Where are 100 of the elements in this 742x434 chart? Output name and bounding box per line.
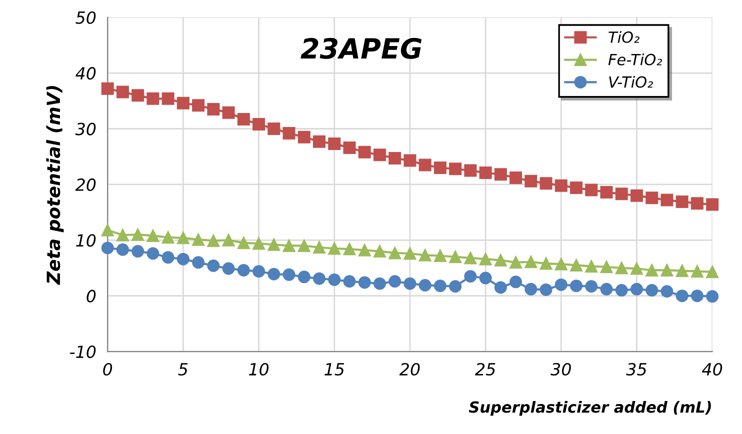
point xyxy=(540,283,552,296)
y-tick-label: 40 xyxy=(76,67,96,80)
point xyxy=(418,158,432,172)
point xyxy=(660,285,674,298)
point xyxy=(690,197,704,210)
point xyxy=(176,96,190,110)
point xyxy=(101,82,114,95)
point xyxy=(132,89,144,102)
point xyxy=(660,264,674,276)
point xyxy=(449,250,462,264)
point xyxy=(146,229,160,242)
point xyxy=(132,245,144,258)
point xyxy=(600,186,613,198)
point xyxy=(298,130,310,144)
y-tick-label: 10 xyxy=(76,234,96,247)
point xyxy=(207,234,220,247)
legend-label: TiO₂ xyxy=(608,31,640,43)
point xyxy=(494,168,507,181)
point xyxy=(449,162,462,176)
x-tick-label: 5 xyxy=(178,363,188,376)
point xyxy=(464,164,477,177)
point xyxy=(554,278,568,291)
x-tick-label: 10 xyxy=(248,362,269,376)
x-tick-label: 15 xyxy=(324,363,344,376)
point xyxy=(358,276,371,289)
point xyxy=(615,284,628,297)
x-tick-label: 25 xyxy=(475,362,496,376)
point xyxy=(298,270,310,284)
point xyxy=(388,246,402,260)
point xyxy=(418,279,432,292)
point xyxy=(222,234,235,246)
point xyxy=(192,99,205,112)
point xyxy=(479,272,492,284)
point xyxy=(434,249,446,262)
point xyxy=(404,277,416,290)
point xyxy=(434,280,446,292)
point xyxy=(146,92,160,105)
point xyxy=(282,268,296,281)
point xyxy=(192,256,205,269)
point xyxy=(676,195,688,208)
point xyxy=(524,174,538,188)
point xyxy=(540,177,552,190)
point xyxy=(660,194,674,206)
point xyxy=(252,237,266,250)
x-tick-label: 0 xyxy=(103,362,112,376)
point xyxy=(373,277,386,290)
point xyxy=(162,251,174,264)
point xyxy=(146,247,160,260)
point xyxy=(268,238,280,251)
x-tick-label: 20 xyxy=(399,362,420,376)
point xyxy=(298,239,310,252)
point xyxy=(404,247,416,260)
y-tick-label: 30 xyxy=(75,122,96,136)
point xyxy=(585,260,598,273)
point xyxy=(312,272,326,285)
point xyxy=(268,268,280,280)
point xyxy=(101,224,114,236)
point xyxy=(434,161,446,174)
point xyxy=(646,284,658,297)
point xyxy=(207,103,220,116)
point xyxy=(464,270,477,283)
point xyxy=(494,254,507,266)
point xyxy=(554,179,568,192)
point xyxy=(101,242,114,254)
point xyxy=(176,252,190,266)
point xyxy=(343,242,356,256)
point xyxy=(373,148,386,162)
point xyxy=(615,188,628,200)
y-tick-label: 0 xyxy=(86,290,96,302)
point xyxy=(570,182,583,194)
point xyxy=(328,242,341,255)
point xyxy=(388,152,402,165)
point xyxy=(510,256,522,269)
point xyxy=(479,166,492,180)
point xyxy=(630,262,643,275)
point xyxy=(706,290,719,303)
x-tick-label: 30 xyxy=(550,362,571,376)
point xyxy=(343,275,356,288)
x-axis-title: Superplasticizer added (mL) xyxy=(468,401,711,416)
point xyxy=(282,126,296,140)
point xyxy=(192,233,205,246)
point xyxy=(176,232,190,244)
point xyxy=(706,198,719,211)
point xyxy=(343,141,356,154)
point xyxy=(554,258,568,270)
point xyxy=(132,228,144,241)
point xyxy=(328,138,341,150)
point xyxy=(252,118,266,131)
point xyxy=(600,282,613,296)
point xyxy=(222,262,235,275)
point xyxy=(690,290,704,302)
point xyxy=(600,260,613,274)
point xyxy=(570,280,583,292)
point xyxy=(585,280,598,293)
point xyxy=(312,135,326,148)
point xyxy=(404,154,416,167)
point xyxy=(162,92,174,105)
point xyxy=(706,266,719,278)
point xyxy=(237,236,250,250)
point xyxy=(524,282,538,296)
